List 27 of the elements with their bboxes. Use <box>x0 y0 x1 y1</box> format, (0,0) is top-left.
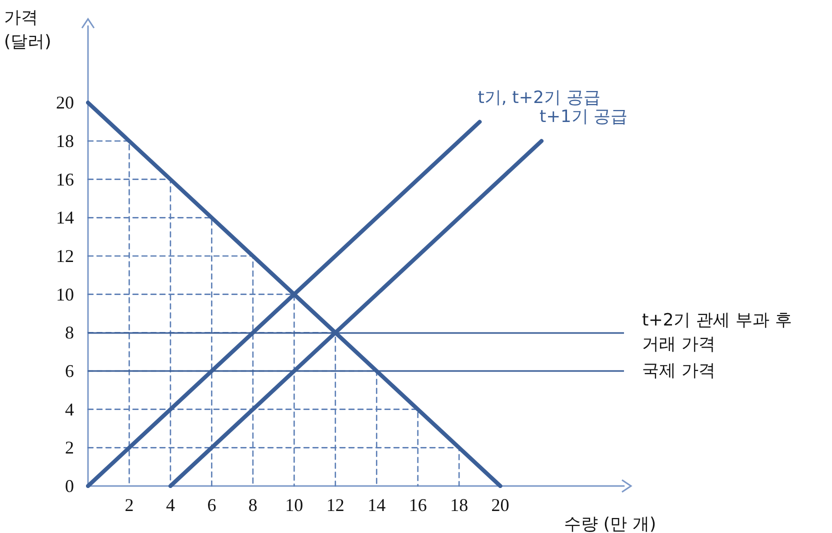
y-tick-label: 14 <box>56 208 74 228</box>
y-tick-label: 4 <box>65 399 74 420</box>
y-tick-label: 18 <box>56 131 74 151</box>
x-tick-label: 6 <box>207 495 216 515</box>
x-tick-label: 16 <box>408 495 427 515</box>
x-tick-label: 4 <box>166 495 175 515</box>
y-tick-label: 20 <box>56 92 74 113</box>
y-tick-label: 8 <box>65 322 74 343</box>
y-tick-label: 10 <box>56 284 74 304</box>
x-tick-label: 2 <box>124 495 134 515</box>
y-tick-label: 6 <box>65 361 74 381</box>
y-tick-label: 12 <box>56 246 74 266</box>
ref-line-label: 국제 가격 <box>642 361 716 381</box>
ref-line-label: t+2기 관세 부과 후 거래 가격 <box>642 310 798 355</box>
x-tick-label: 12 <box>326 495 344 515</box>
y-tick-label: 2 <box>65 438 74 458</box>
series-label: t기, t+2기 공급 <box>478 88 600 108</box>
y-tick-label: 16 <box>56 169 74 190</box>
x-tick-label: 20 <box>491 495 510 515</box>
series-label: t+1기 공급 <box>540 107 628 127</box>
x-tick-label: 14 <box>368 495 386 515</box>
x-tick-label: 10 <box>285 495 304 515</box>
x-tick-label: 18 <box>450 495 468 515</box>
x-tick-label: 8 <box>248 495 258 515</box>
y-axis-title: 가격 (달러) <box>4 7 52 54</box>
y-tick-label: 0 <box>65 476 74 496</box>
x-axis-title: 수량 (만 개) <box>564 514 656 533</box>
